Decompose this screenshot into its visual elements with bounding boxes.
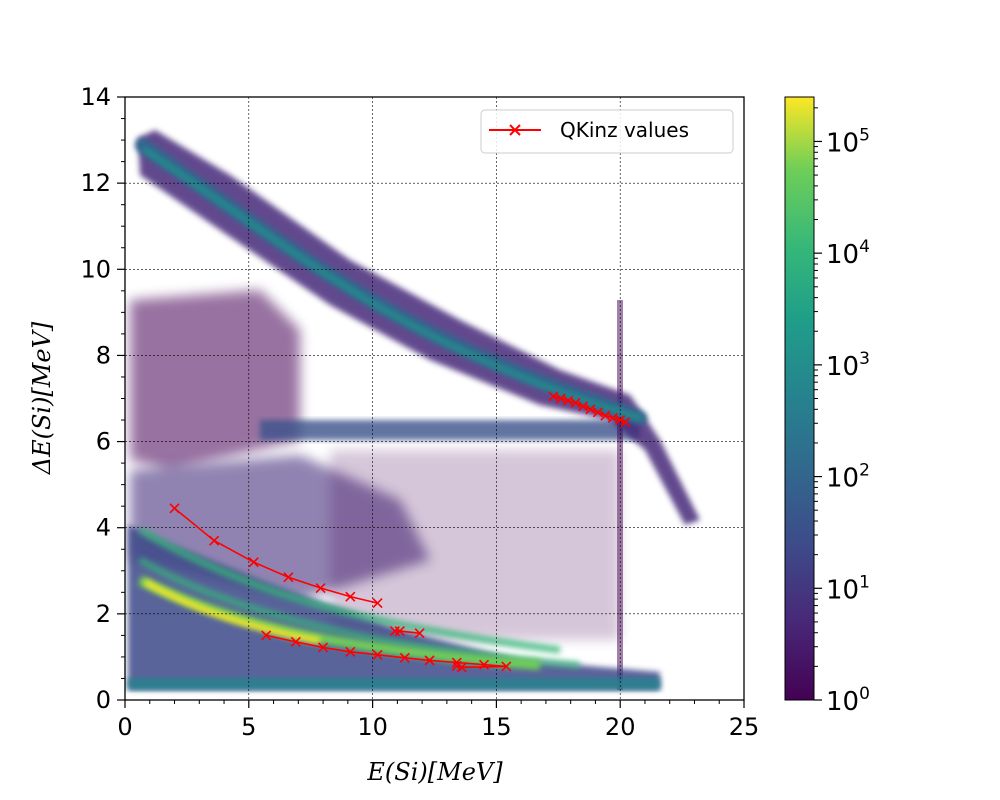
y-tick-label: 12 (80, 169, 111, 197)
x-tick-label: 0 (117, 713, 132, 741)
qkinz-point (548, 391, 559, 402)
qkinz-point (577, 401, 589, 412)
y-axis-label: ΔE(Si)[MeV] (28, 321, 56, 475)
series-qkinz-values (169, 391, 631, 673)
colorbar-tick-label: 103 (826, 349, 870, 382)
heatmap-density (128, 130, 700, 690)
qkinz-point (555, 393, 566, 404)
qkinz-point (563, 395, 574, 406)
colorbar-ticks: 100 101 102 103 104 105 (814, 107, 870, 717)
colorbar: 100 101 102 103 104 105 (784, 96, 870, 717)
qkinz-point (372, 598, 383, 609)
qkinz-point (585, 404, 596, 415)
qkinz-point (290, 636, 301, 647)
qkinz-point (372, 649, 383, 660)
legend-entry-qkinz: QKinz values (560, 118, 689, 142)
legend-marker (509, 124, 521, 136)
qkinz-point (399, 652, 410, 663)
colorbar-gradient (784, 96, 815, 701)
qkinz-point (318, 642, 329, 653)
y-tick-label: 6 (96, 428, 111, 456)
x-axis-label: E(Si)[MeV] (366, 758, 503, 786)
y-axis-ticks: 0 2 4 6 8 10 12 14 (80, 83, 125, 714)
y-tick-label: 4 (96, 514, 111, 542)
y-tick-label: 0 (96, 686, 111, 714)
x-axis-ticks: 0 5 10 15 20 25 (117, 700, 759, 741)
qkinz-point (209, 535, 220, 546)
colorbar-tick-label: 105 (826, 125, 870, 158)
x-tick-label: 10 (357, 713, 388, 741)
colorbar-tick-label: 104 (826, 237, 870, 270)
colorbar-tick-label: 101 (826, 572, 870, 605)
qkinz-point (414, 628, 425, 639)
qkinz-point (261, 630, 272, 641)
x-tick-label: 15 (481, 713, 512, 741)
colorbar-tick-label: 102 (826, 461, 870, 494)
qkinz-point (478, 659, 490, 670)
legend-box (480, 109, 734, 154)
qkinz-point (345, 591, 356, 602)
qkinz-point (607, 412, 618, 423)
qkinz-point (345, 646, 356, 657)
colorbar-tick-label: 100 (826, 684, 870, 717)
x-tick-label: 5 (241, 713, 256, 741)
x-tick-label: 25 (729, 713, 760, 741)
qkinz-point (600, 410, 611, 421)
qkinz-point (248, 557, 259, 568)
qkinz-point (394, 626, 405, 637)
qkinz-point (315, 582, 326, 594)
qkinz-point (570, 397, 581, 408)
x-tick-label: 20 (605, 713, 636, 741)
legend: QKinz values (480, 109, 734, 154)
qkinz-point (592, 407, 603, 418)
y-tick-label: 8 (96, 341, 111, 369)
qkinz-point (501, 661, 512, 672)
qkinz-point (169, 503, 180, 514)
qkinz-point (451, 660, 462, 672)
qkinz-line (265, 634, 507, 669)
qkinz-point (620, 417, 631, 428)
y-tick-label: 2 (96, 600, 111, 628)
y-tick-label: 10 (80, 255, 111, 283)
qkinz-point (424, 655, 435, 666)
qkinz-point (283, 572, 294, 583)
y-tick-label: 14 (80, 83, 111, 111)
